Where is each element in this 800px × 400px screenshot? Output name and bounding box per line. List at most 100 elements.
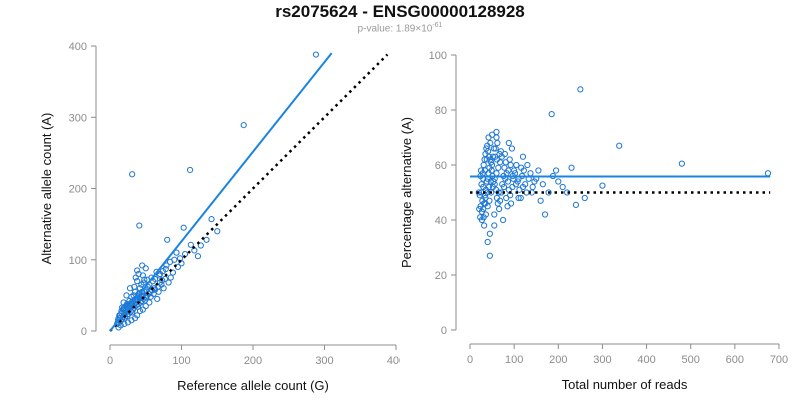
percentage-alternative-scatter-plot: 0 100 200 300 400 500 600 700 0 20 40 60 80 100 Total … <box>400 50 788 392</box>
data-point <box>485 134 492 141</box>
x-tick-label: 400 <box>637 354 655 366</box>
data-point <box>484 238 491 246</box>
data-point <box>139 262 146 269</box>
data-point <box>552 167 560 174</box>
data-point <box>186 166 194 174</box>
data-point <box>531 178 538 185</box>
x-tick-label: 700 <box>770 354 788 366</box>
data-point <box>478 181 485 188</box>
data-point <box>180 224 187 231</box>
data-point <box>507 200 515 207</box>
data-point <box>139 272 146 279</box>
data-point <box>203 236 210 243</box>
x-axis-label: Total number of reads <box>562 377 688 392</box>
data-point <box>123 306 130 313</box>
data-point <box>512 181 520 188</box>
data-point <box>616 142 623 149</box>
y-tick-label: 40 <box>435 215 447 227</box>
y-tick-label: 100 <box>69 255 87 267</box>
data-point <box>126 285 134 292</box>
fit-line <box>109 52 333 332</box>
y-tick-label: 0 <box>81 326 87 338</box>
data-point <box>475 189 482 196</box>
data-point <box>503 194 510 202</box>
data-point <box>165 279 172 286</box>
data-point <box>482 200 489 207</box>
data-point <box>134 278 141 285</box>
data-point <box>115 324 122 331</box>
data-point <box>535 167 542 174</box>
data-point <box>493 128 500 136</box>
data-point <box>502 159 509 166</box>
data-point <box>486 230 493 237</box>
data-point <box>527 170 534 177</box>
chart-title: rs2075624 - ENSG00000128928 <box>275 2 525 21</box>
allele-count-scatter-plot: 0 100 200 300 400 0 100 200 300 400 Reference alle… <box>39 41 400 393</box>
data-point <box>485 183 493 191</box>
data-point <box>500 183 508 191</box>
data-point <box>518 164 525 171</box>
data-point <box>481 222 488 229</box>
x-tick-label: 200 <box>549 354 567 366</box>
data-point <box>568 164 575 171</box>
data-point <box>555 178 562 185</box>
y-tick-label: 80 <box>435 105 447 117</box>
x-tick-label: 600 <box>726 354 744 366</box>
y-axis-label: Percentage alternative (A) <box>400 117 414 268</box>
data-point <box>169 269 177 276</box>
data-point <box>488 189 495 196</box>
data-point <box>488 159 495 166</box>
data-point <box>240 121 247 129</box>
x-tick-label: 200 <box>244 355 262 367</box>
pvalue-text: p-value: 1.89×10 <box>357 23 433 35</box>
data-point <box>134 267 141 274</box>
data-point <box>516 186 523 193</box>
y-tick-label: 100 <box>429 50 447 62</box>
reference-line <box>109 53 389 332</box>
x-tick-label: 500 <box>682 354 700 366</box>
x-tick-label: 100 <box>172 355 190 367</box>
data-point <box>524 161 531 169</box>
data-point <box>523 189 530 196</box>
data-point <box>529 183 536 191</box>
data-point <box>197 242 204 249</box>
data-point <box>577 86 584 93</box>
data-point <box>504 203 511 210</box>
data-point <box>515 194 522 202</box>
data-point <box>154 295 161 303</box>
data-point <box>507 161 514 169</box>
data-point <box>545 189 552 196</box>
x-tick-label: 400 <box>387 355 400 367</box>
y-tick-label: 300 <box>69 112 87 124</box>
data-point <box>548 111 555 118</box>
data-point <box>537 197 544 204</box>
data-point <box>508 145 516 152</box>
data-point <box>214 228 221 235</box>
data-point <box>496 197 504 204</box>
x-tick-label: 300 <box>315 355 333 367</box>
y-axis-label: Alternative allele count (A) <box>39 113 54 265</box>
data-point <box>194 253 202 260</box>
data-point <box>123 292 130 299</box>
data-point <box>131 283 138 290</box>
x-axis-label: Reference allele count (G) <box>177 378 329 393</box>
data-point <box>505 167 512 174</box>
chart-subtitle: p-value: 1.89×10-61 <box>0 22 800 34</box>
data-point <box>491 211 498 218</box>
data-point <box>490 145 497 152</box>
y-tick-label: 20 <box>435 270 447 282</box>
y-tick-label: 60 <box>435 160 447 172</box>
data-point <box>187 241 194 248</box>
data-point <box>480 214 487 221</box>
data-point <box>581 194 588 202</box>
data-point <box>517 194 524 202</box>
y-tick-label: 200 <box>69 184 87 196</box>
data-point <box>489 183 497 191</box>
data-point <box>511 167 518 174</box>
data-point <box>480 161 487 169</box>
data-point <box>477 203 484 210</box>
data-point <box>513 161 520 169</box>
data-point <box>492 145 499 152</box>
data-point <box>504 178 512 185</box>
